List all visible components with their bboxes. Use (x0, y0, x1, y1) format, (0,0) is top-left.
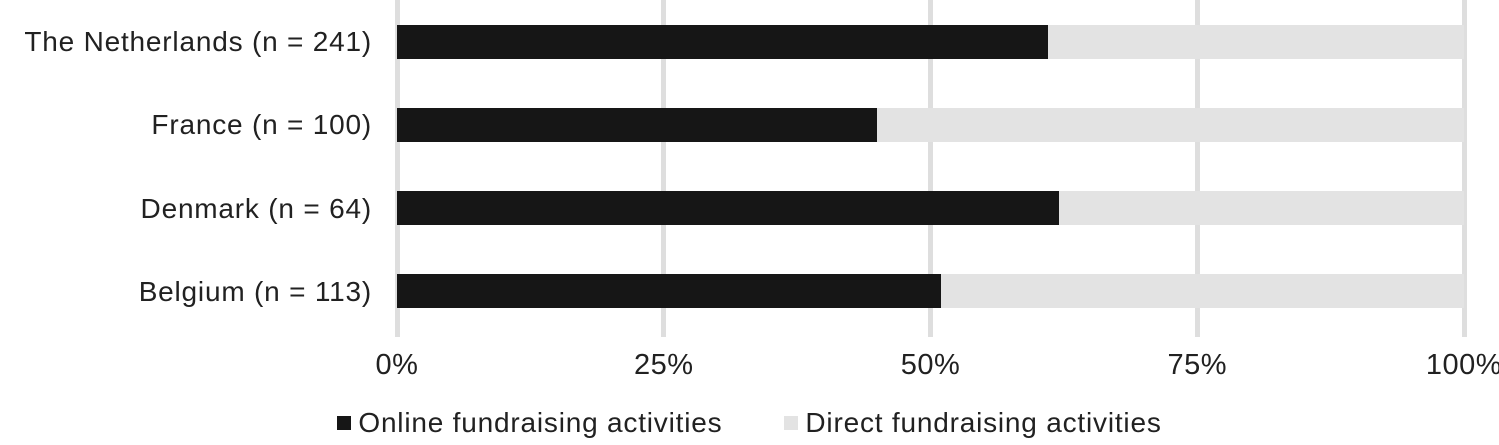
x-tick-label: 0% (375, 349, 419, 381)
legend-swatch (784, 416, 799, 430)
category-label: France (n = 100) (151, 109, 372, 141)
category-label: The Netherlands (n = 241) (24, 26, 372, 57)
gridline (928, 0, 933, 337)
bar-segment (397, 24, 1048, 59)
legend: Online fundraising activities Direct fund… (0, 407, 1499, 439)
bar-segment (877, 107, 1464, 142)
x-tick-label: 25% (633, 349, 694, 381)
bar-segment (397, 191, 1059, 226)
legend-item: Online fundraising activities (337, 407, 722, 439)
gridline (1194, 0, 1200, 337)
x-tick-label: 100% (1425, 349, 1499, 381)
x-tick-label: 75% (1167, 349, 1228, 381)
legend-item: Direct fundraising activities (784, 407, 1161, 439)
bar-segment (941, 274, 1464, 309)
legend-swatch (337, 416, 352, 430)
bar-segment (397, 274, 942, 309)
gridline (394, 0, 400, 337)
x-tick-label: 50% (900, 349, 961, 381)
category-label: Denmark (n = 64) (140, 192, 372, 224)
gridline (1461, 0, 1467, 337)
legend-label: Direct fundraising activities (805, 407, 1162, 438)
category-label: Belgium (n = 113) (138, 275, 372, 307)
bar-segment (397, 107, 878, 142)
gridline (661, 0, 667, 337)
bar-segment (1047, 24, 1464, 59)
legend-label: Online fundraising activities (358, 407, 723, 438)
bar-segment (1058, 191, 1464, 226)
